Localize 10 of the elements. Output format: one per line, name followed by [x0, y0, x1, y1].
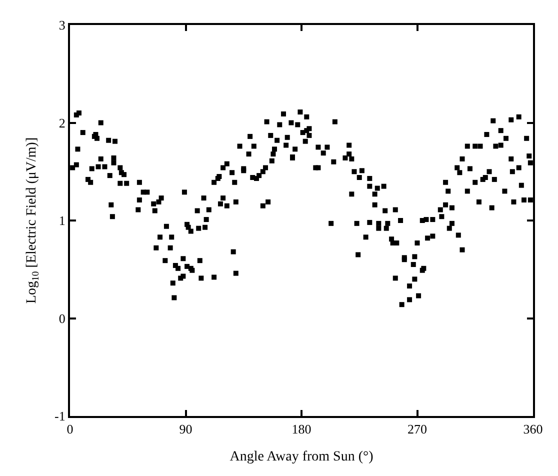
y-tick-label: 1 — [58, 213, 66, 228]
y-tick-label: 0 — [58, 310, 66, 326]
x-axis-title: Angle Away from Sun (°) — [230, 449, 374, 464]
x-tick-label: 180 — [292, 422, 312, 437]
x-tick-label: 360 — [523, 422, 543, 437]
y-tick-label: 2 — [58, 115, 66, 130]
x-tick-label: 90 — [179, 422, 192, 437]
y-tick-label: -1 — [54, 408, 66, 424]
x-tick-label: 270 — [408, 422, 427, 437]
y-tick-label: 3 — [58, 18, 66, 33]
